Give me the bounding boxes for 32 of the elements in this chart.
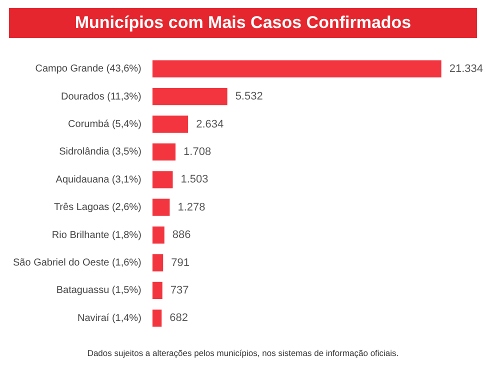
- data-label: 886: [172, 229, 191, 242]
- y-tick-label: Três Lagoas (2,6%): [54, 202, 142, 214]
- bar: [152, 143, 176, 161]
- y-tick-label: Aquidauana (3,1%): [56, 174, 142, 186]
- data-label: 5.532: [235, 90, 263, 103]
- bar: [152, 254, 164, 272]
- data-label: 791: [171, 256, 190, 269]
- bar: [152, 116, 188, 133]
- bar: [152, 310, 162, 327]
- bar: [152, 198, 170, 216]
- y-tick-label: São Gabriel do Oeste (1,6%): [12, 258, 142, 268]
- y-tick-label: Naviraí (1,4%): [77, 312, 142, 324]
- data-label: 1.503: [180, 174, 208, 186]
- bar: [152, 88, 228, 106]
- data-label: 2.634: [196, 118, 224, 130]
- bar: [152, 226, 164, 244]
- y-tick-label: Rio Brilhante (1,8%): [52, 230, 142, 241]
- y-tick-label: Sidrolândia (3,5%): [59, 146, 142, 158]
- bar: [152, 282, 162, 300]
- data-label: 1.278: [178, 201, 206, 214]
- y-tick-label: Bataguassu (1,5%): [56, 285, 142, 296]
- y-tick-label: Dourados (11,3%): [60, 91, 142, 102]
- chart-title: Municípios com Mais Casos Confirmados: [9, 8, 477, 38]
- bar: [152, 171, 173, 188]
- data-label: 682: [170, 312, 188, 324]
- bar: [152, 60, 442, 78]
- data-label: 737: [170, 284, 189, 296]
- y-tick-label: Campo Grande (43,6%): [35, 64, 142, 75]
- y-tick-label: Corumbá (5,4%): [68, 119, 142, 130]
- text: Dados sujeitos a alterações pelos municípios, nos sistemas de informação oficiais.: [86, 348, 400, 358]
- data-label: 21.334: [449, 62, 483, 75]
- data-label: 1.708: [184, 146, 212, 158]
